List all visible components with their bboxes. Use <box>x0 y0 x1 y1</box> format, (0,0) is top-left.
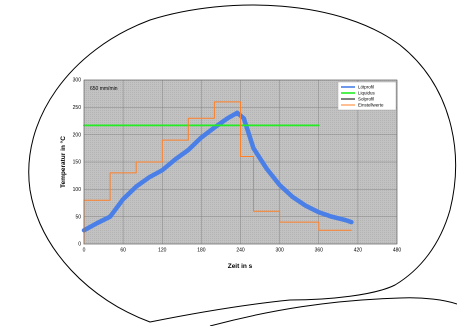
axis-ticks: 0 60 120 180 240 300 360 420 480 0 50 100 150 200 250 3… <box>73 78 402 254</box>
x-axis-label: Zeit in s <box>228 263 253 270</box>
plot-border <box>83 79 398 245</box>
speed-annotation: 650 mm/min <box>90 86 118 92</box>
y-tick-label: 250 <box>73 105 82 111</box>
y-tick-label: 150 <box>73 160 82 166</box>
legend-label-lotprofil: Lötprofil <box>358 85 374 90</box>
series-line-einstellwerte <box>83 101 352 245</box>
x-tick-label: 480 <box>393 248 402 254</box>
series-layer <box>81 101 354 245</box>
x-tick-label: 60 <box>120 248 126 254</box>
y-tick-label: 0 <box>78 242 81 248</box>
y-tick-label: 300 <box>73 78 82 84</box>
x-tick-label: 240 <box>236 248 245 254</box>
y-tick-label: 50 <box>75 214 81 220</box>
y-tick-label: 100 <box>73 187 82 193</box>
x-tick-label: 180 <box>197 248 206 254</box>
y-axis-label: Temperatur in °C <box>59 136 67 188</box>
x-tick-label: 420 <box>354 248 363 254</box>
legend-label-liquidus: Liquidus <box>358 91 376 96</box>
legend-label-einstellwerte: Einstellwerte <box>358 103 384 108</box>
legend-label-solprofil: Solprofil <box>358 97 374 102</box>
x-tick-label: 360 <box>315 248 324 254</box>
legend: Lötprofil Liquidus Solprofil Einstellwer… <box>337 81 397 111</box>
y-tick-label: 200 <box>73 132 82 138</box>
x-tick-label: 300 <box>275 248 284 254</box>
x-tick-label: 120 <box>158 248 167 254</box>
x-tick-label: 0 <box>83 248 86 254</box>
series-line-l-tprofil <box>81 110 354 233</box>
speech-bubble-tail <box>209 297 457 326</box>
